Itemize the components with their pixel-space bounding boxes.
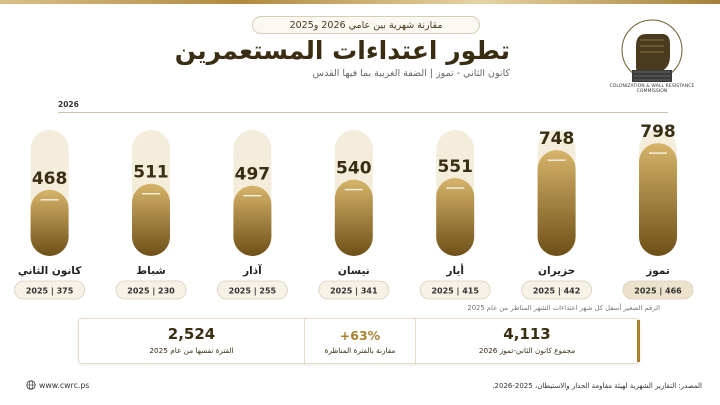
sub-caption: كانون الثاني - تموز | الضفة الغربية بما …: [312, 68, 510, 79]
comparison-label: 2025 | 466: [634, 287, 682, 296]
comparison-pill: [318, 280, 390, 300]
comparison-label: 2025 | 375: [26, 287, 74, 296]
bar: [639, 143, 677, 256]
comparison-label: 2025 | 415: [431, 287, 479, 296]
stat-total-value: 4,113: [503, 325, 551, 343]
comparison-label: 2025 | 442: [533, 287, 580, 296]
category-label: كانون الثاني: [18, 265, 82, 277]
bar: [334, 179, 373, 256]
globe-icon: [26, 380, 36, 390]
category-label: أيار: [445, 263, 464, 277]
bar-value-label: 748: [539, 129, 575, 149]
category-label: نيسان: [338, 265, 370, 277]
bar: [132, 183, 170, 256]
stat-change: +63% مقارنة بالفترة المناظرة: [304, 319, 416, 365]
bar: [233, 185, 272, 256]
footnote: الرقم الصغير أسفل كل شهر اعتداءات الشهر …: [467, 304, 660, 312]
stat-previous-label: الفترة نفسها من عام 2025: [149, 346, 234, 355]
bar-value-label: 798: [640, 122, 676, 142]
stat-previous-value: 2,524: [167, 325, 216, 343]
comparison-pill: [14, 280, 85, 300]
bar-value-label: 540: [336, 159, 372, 179]
stat-total-label: مجموع كانون الثاني-تموز 2026: [478, 346, 576, 355]
subtitle-pill: مقارنة شهرية بين عامي 2026 و2025: [252, 16, 480, 34]
website-text: www.cwrc.ps: [39, 381, 90, 390]
bar: [30, 189, 69, 256]
comparison-pill: [521, 280, 592, 300]
category-label: تموز: [645, 265, 670, 277]
stat-total: 4,113 مجموع كانون الثاني-تموز 2026: [416, 319, 638, 365]
commission-logo: [612, 12, 692, 92]
category-label: آذار: [242, 264, 262, 277]
comparison-pill: [622, 280, 694, 300]
bar: [537, 150, 576, 256]
comparison-pill: [115, 280, 187, 300]
comparison-pill: [419, 280, 491, 300]
stat-previous: 2,524 الفترة نفسها من عام 2025: [79, 319, 304, 365]
comparison-label: 2025 | 255: [229, 287, 277, 296]
year-label: 2026: [58, 100, 79, 109]
comparison-label: 2025 | 230: [127, 287, 175, 296]
category-label: حزيران: [538, 265, 575, 277]
website-link[interactable]: www.cwrc.ps: [26, 380, 89, 390]
stats-accent-bar: [637, 320, 640, 362]
top-accent-bar: [0, 0, 720, 4]
bar-value-label: 468: [32, 169, 68, 189]
bar-value-label: 511: [133, 163, 169, 183]
stat-change-value: +63%: [339, 328, 381, 343]
category-label: شباط: [136, 265, 165, 277]
stat-change-label: مقارنة بالفترة المناظرة: [324, 346, 396, 355]
page-title: تطور اعتداءات المستعمرين: [174, 36, 510, 65]
fist-logo-icon: [621, 19, 683, 82]
comparison-pill: [216, 280, 288, 300]
source-note: المصدر: التقارير الشهرية لهيئة مقاومة ال…: [492, 382, 702, 390]
bar: [436, 178, 475, 256]
bar-value-label: 497: [235, 165, 271, 185]
comparison-label: 2025 | 341: [330, 287, 378, 296]
divider-line: [58, 112, 668, 113]
stats-summary: 2,524 الفترة نفسها من عام 2025 +63% مقار…: [78, 318, 640, 365]
logo-caption: COLONIZATION & WALL RESISTANCE COMMISSIO…: [609, 84, 695, 94]
bar-value-label: 551: [437, 157, 473, 177]
